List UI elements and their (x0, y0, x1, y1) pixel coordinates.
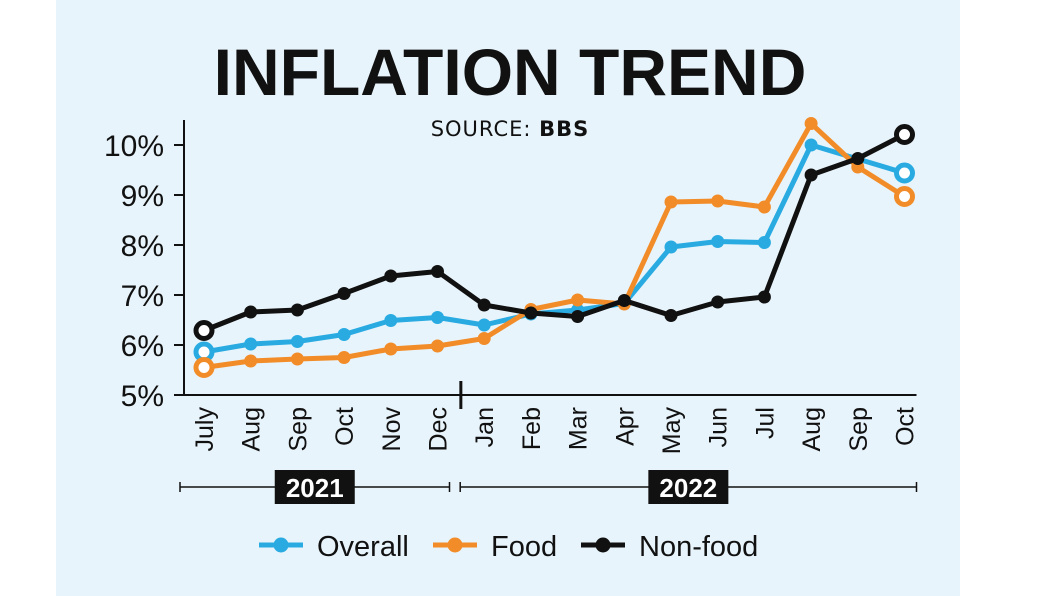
data-point (244, 305, 258, 319)
x-tick-label: Jun (705, 407, 733, 447)
year-band-2021: 2021 (179, 470, 451, 504)
data-point (571, 310, 585, 323)
x-tick-label: Oct (892, 407, 920, 446)
series-line (203, 142, 906, 355)
data-point (337, 351, 351, 364)
y-tick-label: 5% (121, 380, 164, 413)
data-point (384, 342, 398, 356)
data-point (711, 194, 725, 208)
data-point (244, 337, 258, 351)
x-tick-label: Jan (471, 407, 499, 447)
legend-marker (595, 537, 611, 553)
x-tick-label: Nov (378, 407, 406, 452)
legend-label: Overall (317, 531, 409, 563)
x-tick-label: Aug (798, 407, 826, 451)
year-label: 2022 (659, 473, 717, 503)
legend-item-overall: Overall (259, 531, 409, 563)
data-point-end (193, 357, 215, 378)
data-point (290, 303, 304, 317)
year-badge (648, 470, 729, 504)
x-tick-label: Apr (611, 407, 639, 446)
data-point (851, 152, 865, 165)
legend: Overall Food Non-food (259, 531, 758, 563)
chart-panel: INFLATION TREND SOURCE: BBS 5% 6% 7% 8% 9% 10… (56, 0, 960, 596)
x-tick-label: Feb (518, 407, 546, 450)
x-tick-label: Sep (845, 407, 873, 451)
data-point (664, 240, 678, 254)
legend-item-non-food: Non-food (581, 531, 758, 563)
data-point (337, 287, 351, 300)
data-point-end (894, 186, 915, 207)
x-tick-label: Jul (751, 407, 779, 439)
data-point (757, 290, 771, 304)
x-tick-label: Oct (331, 407, 359, 446)
data-point (617, 294, 631, 307)
data-point (477, 298, 491, 312)
data-point (804, 117, 818, 130)
y-tick-label: 7% (121, 280, 164, 313)
data-point (711, 235, 725, 248)
source-prefix: SOURCE: (431, 117, 539, 141)
y-tick-label: 6% (121, 330, 164, 363)
legend-item-food: Food (433, 531, 557, 563)
data-point (664, 309, 678, 322)
series-line (203, 121, 906, 370)
series-line (203, 132, 906, 333)
data-point (664, 195, 678, 209)
data-point (431, 339, 444, 353)
data-point (384, 314, 398, 327)
chart-title: INFLATION TREND (214, 35, 807, 109)
data-point (804, 168, 818, 182)
data-point-end (193, 320, 215, 341)
x-tick-label: Dec (425, 407, 453, 451)
data-point-end (894, 124, 915, 145)
year-label: 2021 (286, 473, 344, 503)
data-point (804, 138, 818, 152)
series-non-food (193, 124, 915, 341)
data-point (290, 335, 304, 348)
data-point (757, 236, 771, 249)
data-point (571, 293, 585, 307)
year-band-2022: 2022 (459, 470, 918, 504)
legend-label: Non-food (639, 531, 758, 563)
legend-marker (273, 537, 289, 553)
data-point (244, 354, 258, 368)
y-tick-label: 9% (121, 180, 164, 213)
data-point (477, 332, 491, 345)
x-tick-label: July (191, 407, 219, 452)
legend-label: Food (491, 531, 557, 563)
data-point (524, 306, 538, 320)
data-point (384, 269, 398, 283)
chart-source: SOURCE: BBS (431, 117, 590, 141)
data-point (290, 352, 304, 366)
year-badge (274, 470, 355, 504)
y-tick-label: 8% (121, 230, 164, 263)
data-point (757, 200, 771, 214)
legend-marker (447, 537, 463, 553)
data-point (711, 295, 725, 309)
data-point (477, 318, 491, 332)
data-point-end (894, 162, 915, 184)
source-name: BBS (539, 117, 589, 141)
x-tick-label: Mar (565, 407, 593, 450)
data-point (431, 265, 444, 278)
axes: 5% 6% 7% 8% 9% 10% July Aug Sep Oct Nov Dec Jan Feb Ma… (104, 120, 920, 504)
series-overall (193, 138, 915, 363)
inflation-line-chart: INFLATION TREND SOURCE: BBS 5% 6% 7% 8% 9% 10… (104, 35, 920, 563)
series-lines (193, 117, 915, 378)
data-point (431, 311, 444, 324)
series-food (193, 117, 915, 378)
x-tick-label: Aug (238, 407, 266, 451)
y-tick-label: 10% (104, 130, 164, 163)
x-tick-label: Sep (284, 407, 312, 451)
x-tick-label: May (658, 407, 686, 455)
data-point (337, 328, 351, 341)
